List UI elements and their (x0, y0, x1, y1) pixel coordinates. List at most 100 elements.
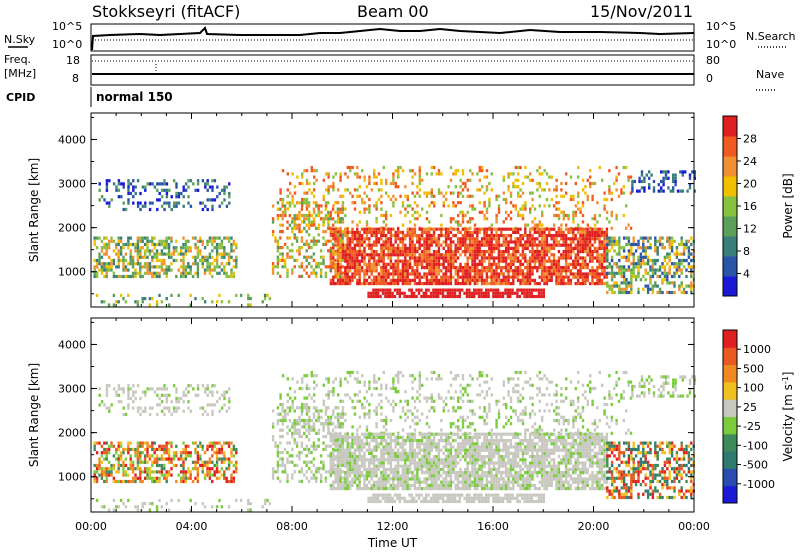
echo-cell (464, 246, 467, 250)
echo-cell (132, 400, 135, 404)
echo-cell (461, 418, 465, 423)
echo-cell (339, 239, 342, 243)
echo-cell (175, 451, 178, 455)
echo-cell (428, 237, 431, 241)
echo-cell (564, 250, 568, 254)
echo-cell (271, 271, 275, 275)
echo-cell (148, 502, 152, 506)
echo-cell (545, 266, 549, 270)
echo-cell (452, 262, 455, 266)
echo-cell (293, 220, 297, 224)
echo-cell (615, 262, 619, 266)
echo-cell (586, 250, 589, 254)
echo-cell (384, 275, 388, 279)
echo-cell (562, 210, 565, 214)
echo-cell (380, 243, 383, 247)
echo-cell (509, 282, 513, 286)
echo-cell (377, 278, 381, 282)
echo-cell (404, 246, 407, 250)
echo-cell (642, 287, 645, 291)
echo-cell (341, 258, 344, 262)
echo-cell (430, 370, 433, 375)
echo-cell (497, 253, 501, 257)
echo-cell (483, 250, 486, 254)
echo-cell (630, 287, 633, 291)
echo-cell (351, 250, 354, 254)
echo-cell (430, 399, 433, 403)
echo-cell (324, 214, 328, 218)
echo-cell (375, 259, 378, 263)
echo-cell (581, 237, 585, 241)
echo-cell (497, 294, 500, 299)
echo-cell (336, 278, 340, 282)
echo-cell (392, 380, 395, 384)
echo-cell (100, 246, 104, 250)
echo-cell (129, 441, 132, 445)
echo-cell (405, 294, 409, 299)
echo-cell (370, 262, 373, 266)
echo-cell (649, 274, 652, 279)
echo-cell (514, 165, 517, 170)
echo-cell (213, 470, 216, 474)
echo-cell (377, 172, 381, 176)
echo-cell (478, 227, 481, 231)
nsky-right-tick-top: 10^5 (706, 20, 736, 33)
echo-cell (569, 194, 573, 198)
echo-cell (293, 191, 297, 195)
echo-cell (480, 282, 484, 286)
echo-cell (365, 185, 369, 189)
echo-cell (132, 195, 135, 199)
echo-cell (646, 284, 650, 288)
echo-cell (189, 498, 192, 502)
echo-cell (163, 179, 166, 183)
echo-cell (442, 266, 445, 270)
echo-cell (564, 243, 568, 247)
echo-cell (377, 197, 381, 202)
echo-cell (529, 191, 532, 195)
echo-cell (476, 243, 479, 247)
echo-cell (124, 479, 128, 484)
echo-cell (404, 253, 407, 257)
echo-cell (232, 271, 236, 275)
echo-cell (497, 250, 501, 254)
echo-cell (110, 403, 113, 407)
echo-cell (488, 269, 491, 273)
echo-cell (199, 457, 202, 461)
echo-cell (279, 191, 282, 195)
echo-cell (543, 243, 546, 247)
echo-cell (148, 201, 152, 205)
echo-cell (644, 268, 647, 272)
echo-cell (127, 473, 130, 477)
echo-cell (672, 189, 675, 193)
echo-cell (353, 256, 357, 260)
echo-cell (220, 268, 224, 272)
echo-cell (459, 396, 462, 400)
echo-cell (606, 258, 609, 263)
echo-cell (95, 479, 99, 484)
echo-cell (143, 262, 147, 266)
echo-cell (613, 262, 616, 266)
echo-cell (370, 188, 373, 192)
echo-cell (160, 473, 164, 477)
echo-cell (538, 282, 541, 286)
echo-cell (588, 243, 592, 247)
echo-cell (365, 253, 369, 257)
echo-cell (432, 234, 436, 238)
echo-cell (569, 262, 573, 266)
echo-cell (353, 243, 357, 247)
echo-cell (325, 188, 328, 192)
echo-cell (112, 508, 116, 512)
echo-cell (613, 284, 616, 288)
echo-cell (313, 374, 316, 378)
echo-cell (666, 236, 669, 240)
echo-cell (634, 265, 638, 269)
echo-cell (452, 204, 455, 208)
echo-cell (456, 282, 460, 286)
echo-cell (363, 230, 366, 234)
echo-cell (673, 262, 676, 266)
echo-cell (301, 197, 304, 202)
echo-cell (492, 234, 496, 238)
echo-cell (213, 239, 216, 243)
echo-cell (389, 237, 393, 241)
